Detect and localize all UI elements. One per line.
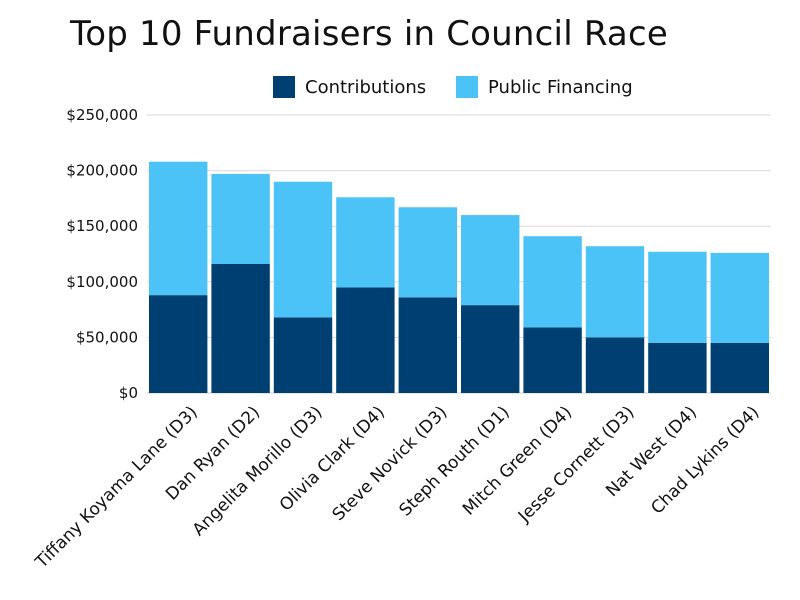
bar-public-financing xyxy=(648,251,707,343)
x-tick-label: Jesse Cornett (D3) xyxy=(514,402,639,527)
x-axis: Tiffany Koyama Lane (D3)Dan Ryan (D2)Ang… xyxy=(31,402,763,573)
y-tick-label: $150,000 xyxy=(66,217,138,235)
bar-contributions xyxy=(648,342,707,393)
legend-swatch xyxy=(273,76,295,98)
bar-public-financing xyxy=(710,252,769,343)
bar-contributions xyxy=(398,297,457,393)
bar-public-financing xyxy=(523,236,582,328)
bar-contributions xyxy=(211,264,270,393)
x-tick-label: Chad Lykins (D4) xyxy=(647,402,763,518)
bars xyxy=(149,161,769,393)
y-tick-label: $0 xyxy=(119,384,138,402)
y-tick-label: $100,000 xyxy=(66,273,138,291)
x-tick-label: Olivia Clark (D4) xyxy=(276,402,389,515)
x-tick-label: Steph Routh (D1) xyxy=(396,402,514,520)
bar-public-financing xyxy=(336,197,395,288)
y-tick-label: $200,000 xyxy=(66,162,138,180)
chart-title: Top 10 Fundraisers in Council Race xyxy=(70,14,668,54)
bar-public-financing xyxy=(398,207,457,298)
legend-label: Public Financing xyxy=(488,77,633,98)
x-tick-label: Steve Novick (D3) xyxy=(329,402,452,525)
legend: Contributions Public Financing xyxy=(273,76,633,98)
bar-public-financing xyxy=(461,215,520,306)
legend-swatch xyxy=(456,76,478,98)
bar-contributions xyxy=(585,337,645,393)
bar-public-financing xyxy=(211,173,270,265)
bar-public-financing xyxy=(149,161,208,296)
y-tick-label: $50,000 xyxy=(76,328,138,346)
bar-contributions xyxy=(523,327,582,393)
bar-contributions xyxy=(273,317,333,393)
bar-contributions xyxy=(336,287,395,393)
bar-public-financing xyxy=(273,181,333,318)
x-tick-label: Mitch Green (D4) xyxy=(459,402,576,519)
legend-label: Contributions xyxy=(305,77,426,98)
bar-contributions xyxy=(710,342,769,393)
y-axis: $0 $50,000 $100,000 $150,000 $200,000 $250,00… xyxy=(66,106,138,402)
y-tick-label: $250,000 xyxy=(66,106,138,124)
bar-public-financing xyxy=(585,246,645,338)
bar-contributions xyxy=(461,305,520,393)
bar-contributions xyxy=(149,295,208,393)
